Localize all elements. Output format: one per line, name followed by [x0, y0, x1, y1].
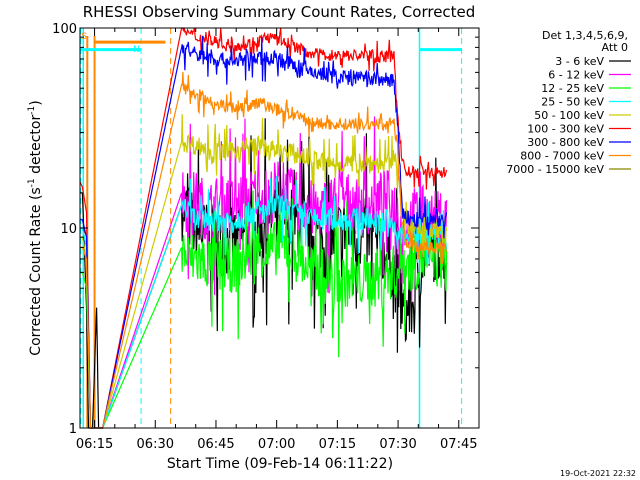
- legend-label: 100 - 300 keV: [527, 123, 604, 136]
- x-tick-label: 07:00: [258, 437, 295, 452]
- legend-label: 12 - 25 keV: [541, 82, 604, 95]
- legend-label: 7000 - 15000 keV: [506, 163, 604, 176]
- x-axis-label: Start Time (09-Feb-14 06:11:22): [167, 456, 393, 472]
- legend-label: 800 - 7000 keV: [520, 150, 604, 163]
- y-axis-label: Corrected Count Rate (s-1 detector-1): [27, 100, 44, 355]
- legend-header-1: Det 1,3,4,5,6,9,: [542, 29, 628, 42]
- y-axis-label-main: Corrected Count Rate (s: [28, 187, 44, 355]
- x-tick-label: 06:45: [197, 437, 234, 452]
- legend-header-2: Att 0: [602, 41, 628, 54]
- y-axis-label-sup-1: -1: [27, 178, 37, 187]
- series-layer: [79, 27, 448, 429]
- flag-label-s: S: [81, 32, 87, 42]
- y-axis: 1 10 100: [52, 22, 479, 437]
- series-line: [80, 114, 448, 429]
- chart-title: RHESSI Observing Summary Count Rates, Co…: [83, 3, 476, 21]
- y-axis-label-sup-2: -1: [27, 106, 37, 115]
- legend-label: 3 - 6 keV: [555, 55, 604, 68]
- series-line: [80, 176, 448, 429]
- legend-label: 25 - 50 keV: [541, 96, 604, 109]
- series-line: [80, 71, 447, 429]
- series-line: [80, 35, 448, 429]
- legend-label: 300 - 800 keV: [527, 136, 604, 149]
- x-tick-label: 07:15: [319, 437, 356, 452]
- y-axis-label-end: ): [28, 100, 44, 105]
- x-tick-label: 07:45: [440, 437, 477, 452]
- x-tick-label: 06:15: [76, 437, 113, 452]
- footer-date: 19-Oct-2021 22:32: [560, 469, 636, 478]
- series-line: [80, 190, 448, 429]
- y-axis-label-mid: detector: [28, 115, 44, 179]
- flag-label-n: N: [133, 45, 140, 55]
- legend-label: 6 - 12 keV: [548, 69, 604, 82]
- y-tick-label: 10: [60, 222, 77, 237]
- y-tick-label: 1: [69, 422, 77, 437]
- legend-label: 50 - 100 keV: [534, 109, 604, 122]
- y-tick-label: 100: [52, 22, 77, 37]
- x-tick-label: 06:30: [137, 437, 174, 452]
- series-line: [79, 27, 448, 429]
- x-tick-label: 07:30: [379, 437, 416, 452]
- x-axis: 06:15 06:30 06:45 07:00 07:15 07:30 07:45: [76, 28, 480, 452]
